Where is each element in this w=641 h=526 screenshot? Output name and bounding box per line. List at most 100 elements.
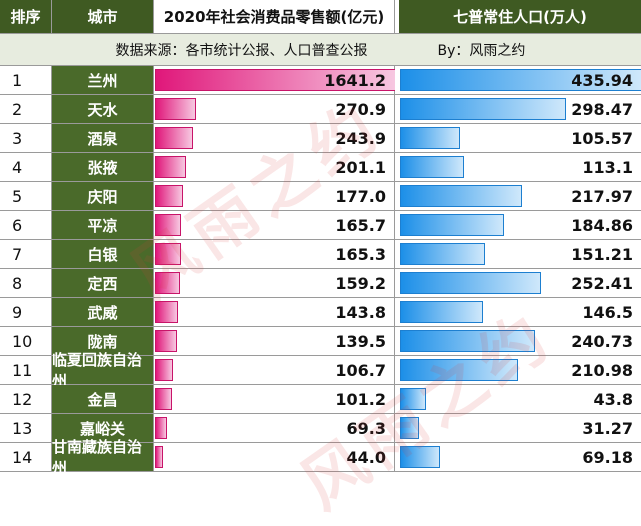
sales-value: 177.0 <box>335 186 386 206</box>
city-cell: 张掖 <box>52 153 154 181</box>
header-city: 城市 <box>52 0 154 33</box>
population-bar <box>400 185 522 207</box>
population-bar <box>400 330 535 352</box>
population-cell: 184.86 <box>399 211 641 239</box>
population-value: 43.8 <box>593 389 633 409</box>
rank-cell: 14 <box>0 443 52 471</box>
rank-cell: 11 <box>0 356 52 384</box>
column-gap <box>395 327 399 355</box>
population-bar <box>400 69 641 91</box>
table-row: 9 武威 143.8 146.5 <box>0 298 641 327</box>
column-gap <box>395 356 399 384</box>
table-row: 5 庆阳 177.0 217.97 <box>0 182 641 211</box>
sales-cell: 243.9 <box>154 124 395 152</box>
column-gap <box>395 414 399 442</box>
population-cell: 435.94 <box>399 66 641 94</box>
city-cell: 天水 <box>52 95 154 123</box>
sales-bar <box>155 388 172 410</box>
table-row: 7 白银 165.3 151.21 <box>0 240 641 269</box>
sales-cell: 44.0 <box>154 443 395 471</box>
column-gap <box>395 443 399 471</box>
sales-value: 243.9 <box>335 128 386 148</box>
column-gap <box>395 298 399 326</box>
population-cell: 217.97 <box>399 182 641 210</box>
population-bar <box>400 127 460 149</box>
population-cell: 146.5 <box>399 298 641 326</box>
sales-value: 165.3 <box>335 244 386 264</box>
population-cell: 252.41 <box>399 269 641 297</box>
header-rank: 排序 <box>0 0 52 33</box>
population-cell: 298.47 <box>399 95 641 123</box>
sales-cell: 69.3 <box>154 414 395 442</box>
population-bar <box>400 446 440 468</box>
population-cell: 151.21 <box>399 240 641 268</box>
population-value: 69.18 <box>582 447 633 467</box>
table-row: 1 兰州 1641.2 435.94 <box>0 66 641 95</box>
population-bar <box>400 98 566 120</box>
population-value: 210.98 <box>571 360 633 380</box>
sales-value: 44.0 <box>346 447 386 467</box>
city-cell: 定西 <box>52 269 154 297</box>
sales-bar <box>155 446 163 468</box>
city-cell: 金昌 <box>52 385 154 413</box>
rank-cell: 6 <box>0 211 52 239</box>
rank-cell: 9 <box>0 298 52 326</box>
sales-value: 165.7 <box>335 215 386 235</box>
population-cell: 105.57 <box>399 124 641 152</box>
population-cell: 69.18 <box>399 443 641 471</box>
rank-cell: 3 <box>0 124 52 152</box>
sales-bar <box>155 156 186 178</box>
population-value: 217.97 <box>571 186 633 206</box>
sales-bar <box>155 243 181 265</box>
table-row: 10 陇南 139.5 240.73 <box>0 327 641 356</box>
table-header: 排序 城市 2020年社会消费品零售额(亿元) 七普常住人口(万人) <box>0 0 641 34</box>
sales-value: 101.2 <box>335 389 386 409</box>
source-note: 数据来源：各市统计公报、人口普查公报 <box>115 42 368 59</box>
population-value: 151.21 <box>571 244 633 264</box>
sales-cell: 1641.2 <box>154 66 396 94</box>
sales-bar <box>155 417 167 439</box>
table-row: 12 金昌 101.2 43.8 <box>0 385 641 414</box>
population-bar <box>400 301 483 323</box>
rank-cell: 10 <box>0 327 52 355</box>
sales-cell: 139.5 <box>154 327 395 355</box>
column-gap <box>395 66 399 94</box>
sales-bar <box>155 301 178 323</box>
city-cell: 甘南藏族自治州 <box>52 438 154 477</box>
table-row: 3 酒泉 243.9 105.57 <box>0 124 641 153</box>
population-bar <box>400 156 464 178</box>
population-bar <box>400 417 419 439</box>
column-gap <box>395 153 399 181</box>
population-value: 113.1 <box>582 157 633 177</box>
population-cell: 31.27 <box>399 414 641 442</box>
city-cell: 白银 <box>52 240 154 268</box>
sales-bar <box>155 214 181 236</box>
sales-cell: 270.9 <box>154 95 395 123</box>
rank-cell: 8 <box>0 269 52 297</box>
rank-cell: 1 <box>0 66 52 94</box>
population-value: 184.86 <box>571 215 633 235</box>
sales-bar <box>155 185 183 207</box>
column-gap <box>395 211 399 239</box>
sales-value: 69.3 <box>346 418 386 438</box>
population-cell: 210.98 <box>399 356 641 384</box>
population-value: 435.94 <box>571 70 633 90</box>
population-bar <box>400 272 541 294</box>
sales-value: 143.8 <box>335 302 386 322</box>
sales-value: 139.5 <box>335 331 386 351</box>
sales-value: 159.2 <box>335 273 386 293</box>
header-sales: 2020年社会消费品零售额(亿元) <box>154 0 395 33</box>
rank-cell: 7 <box>0 240 52 268</box>
sales-cell: 143.8 <box>154 298 395 326</box>
column-gap <box>395 182 399 210</box>
sales-bar <box>155 272 180 294</box>
table-row: 14 甘南藏族自治州 44.0 69.18 <box>0 438 641 477</box>
sales-cell: 159.2 <box>154 269 395 297</box>
sales-value: 1641.2 <box>324 70 386 90</box>
population-bar <box>400 359 518 381</box>
population-cell: 43.8 <box>399 385 641 413</box>
city-cell: 兰州 <box>52 66 154 94</box>
sales-value: 270.9 <box>335 99 386 119</box>
column-gap <box>395 240 399 268</box>
rank-cell: 2 <box>0 95 52 123</box>
